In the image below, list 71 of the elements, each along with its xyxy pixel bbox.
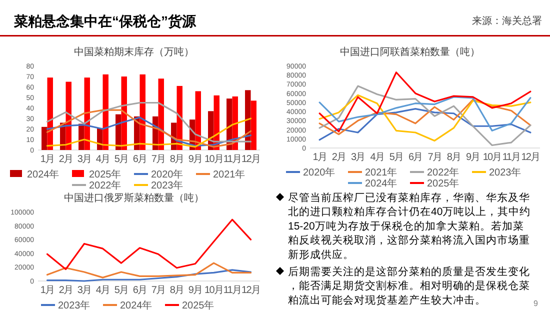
x-tick-label: 8月: [170, 285, 184, 296]
legend-label: 2024年: [27, 168, 60, 180]
legend-label: 2022年: [89, 180, 122, 192]
x-tick-label: 9月: [188, 154, 202, 165]
line-series: [318, 94, 532, 142]
x-tick-label: 12月: [242, 154, 260, 165]
legend-label: 2021年: [365, 166, 398, 178]
source-note: 来源：海关总署: [472, 15, 542, 27]
text: 9: [534, 299, 539, 308]
x-tick-label: 11月: [223, 285, 242, 296]
x-tick-label: 3月: [77, 285, 92, 296]
x-tick-label: 7月: [151, 154, 166, 165]
chart-title: 中国进口阿联酋菜粕数量（吨）: [340, 46, 480, 58]
legend-label: 2023年: [58, 300, 90, 310]
bar: [42, 126, 48, 150]
x-tick-label: 4月: [96, 154, 110, 165]
legend-label: 2025年: [89, 168, 122, 180]
legend-label: 2024年: [365, 178, 398, 190]
text: 后期需要关注的是这部分菜粕的质量是否发生变化，能否满足期货交割标准。相对明确的是保税仓菜粕流出可能会对现货基差产生较大冲击。: [288, 265, 530, 306]
x-tick-label: 11月: [502, 152, 520, 163]
x-tick-label: 2月: [332, 152, 346, 163]
line-series: [46, 109, 252, 148]
x-tick-label: 6月: [132, 154, 147, 165]
bar: [116, 114, 122, 150]
line-series: [46, 102, 252, 142]
legend-label: 2024年: [120, 300, 152, 310]
bar: [250, 100, 256, 150]
x-tick-label: 7月: [428, 152, 442, 163]
x-tick-label: 4月: [370, 152, 384, 163]
x-tick-label: 10月: [482, 152, 502, 163]
legend-label: 2022年: [427, 166, 460, 178]
legend-label: 2023年: [489, 166, 522, 178]
line-series: [46, 269, 252, 282]
x-tick-label: 1月: [40, 154, 54, 165]
x-tick-label: 2月: [58, 154, 73, 165]
line-series: [46, 262, 252, 278]
text: 尽管当前压榨厂已没有菜粕库存，华南、华东及华北的进口颗粒粕库存合计仍在40万吨以上，其中约15-20万吨为存放于保税仓的加拿大菜粕。若加菜粕反歧视关税取消，这部分菜粕将流入国内市场重新形成供应。: [288, 191, 531, 261]
x-tick-label: 10月: [204, 154, 223, 165]
x-tick-label: 1月: [312, 152, 326, 163]
text: 菜粕悬念集中在“保税仓”货源: [13, 13, 197, 29]
x-tick-label: 5月: [389, 152, 404, 163]
line-series: [318, 108, 532, 141]
legend-label: 2020年: [151, 168, 184, 180]
x-tick-label: 12月: [242, 285, 260, 296]
x-tick-label: 3月: [351, 152, 365, 163]
legend-label: 2023年: [151, 180, 184, 192]
x-tick-label: 11月: [223, 154, 242, 165]
x-tick-label: 8月: [170, 154, 184, 165]
x-tick-label: 3月: [77, 154, 92, 165]
x-tick-label: 9月: [188, 285, 202, 296]
x-tick-label: 8月: [446, 152, 461, 163]
x-tick-label: 2月: [58, 285, 73, 296]
legend-label: 2025年: [427, 178, 460, 190]
x-tick-label: 5月: [114, 285, 128, 296]
line-series: [318, 72, 532, 132]
legend-label: 2025年: [182, 300, 214, 310]
x-tick-label: 9月: [466, 152, 480, 163]
line-series: [46, 218, 252, 270]
chart-title: 中国菜粕期末库存（万吨）: [74, 46, 194, 58]
x-tick-label: 1月: [40, 285, 54, 296]
x-tick-label: 10月: [204, 285, 223, 296]
legend-label: 2020年: [303, 166, 336, 178]
legend-label: 2021年: [213, 168, 246, 180]
x-tick-label: 4月: [96, 285, 110, 296]
x-tick-label: 6月: [408, 152, 422, 163]
x-tick-label: 7月: [151, 285, 166, 296]
x-tick-label: 12月: [521, 152, 540, 163]
chart-title: 中国进口俄罗斯菜粕数量（吨）: [64, 192, 204, 204]
line-series: [318, 85, 532, 146]
x-tick-label: 5月: [114, 154, 128, 165]
x-tick-label: 6月: [132, 285, 147, 296]
